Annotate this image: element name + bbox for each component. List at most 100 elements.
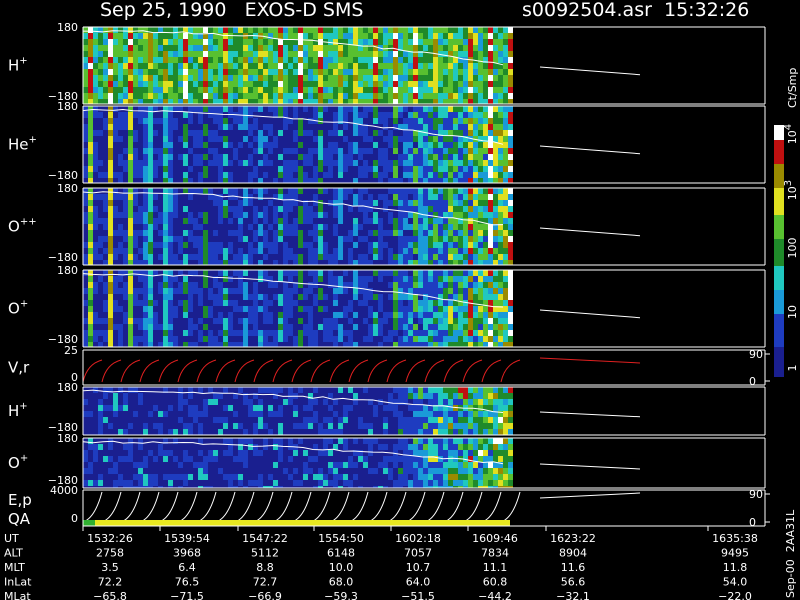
spectrogram-cell	[398, 282, 403, 288]
spectrogram-cell	[273, 99, 278, 104]
spectrogram-cell	[383, 224, 388, 230]
spectrogram-cell	[363, 99, 368, 104]
spectrogram-cell	[238, 93, 243, 99]
spectrogram-cell	[358, 118, 363, 124]
spectrogram-cell	[128, 27, 133, 33]
spectrogram-cell	[203, 99, 208, 104]
spectrogram-cell	[88, 75, 93, 81]
spectrogram-cell	[418, 194, 423, 200]
spectrogram-cell	[273, 236, 278, 242]
spectrogram-cell	[218, 118, 223, 124]
spectrogram-cell	[358, 276, 363, 282]
spectrogram-cell	[213, 45, 218, 51]
spectrogram-cell	[223, 118, 228, 124]
spectrogram-cell	[283, 87, 288, 93]
spectrogram-cell	[293, 306, 298, 312]
spectrogram-cell	[338, 27, 343, 33]
spectrogram-cell	[268, 248, 273, 254]
spectrogram-cell	[253, 142, 258, 148]
spectrogram-cell	[483, 142, 488, 148]
spectrogram-cell	[248, 387, 253, 393]
spectrogram-cell	[188, 69, 193, 75]
spectrogram-cell	[508, 130, 513, 136]
spectrogram-cell	[388, 148, 393, 154]
spectrogram-cell	[358, 166, 363, 172]
spectrogram-cell	[448, 118, 453, 124]
spectrogram-cell	[218, 270, 223, 276]
spectrogram-cell	[298, 342, 303, 347]
spectrogram-cell	[388, 87, 393, 93]
spectrogram-cell	[218, 75, 223, 81]
spectrogram-cell	[433, 106, 438, 112]
spectrogram-cell	[503, 51, 508, 57]
spectrogram-cell	[153, 242, 158, 248]
spectrogram-cell	[368, 188, 373, 194]
spectrogram-cell	[158, 282, 163, 288]
spectrogram-cell	[143, 33, 148, 39]
spectrogram-cell	[398, 51, 403, 57]
spectrogram-cell	[288, 236, 293, 242]
spectrogram-cell	[288, 411, 293, 417]
spectrogram-cell	[163, 411, 168, 417]
spectrogram-cell	[453, 188, 458, 194]
spectrogram-cell	[473, 200, 478, 206]
spectrogram-cell	[238, 429, 243, 435]
spectrogram-cell	[193, 45, 198, 51]
spectrogram-cell	[98, 242, 103, 248]
spectrogram-cell	[253, 81, 258, 87]
spectrogram-cell	[93, 270, 98, 276]
spectrogram-cell	[173, 218, 178, 224]
spectrogram-cell	[208, 387, 213, 393]
spectrogram-cell	[428, 212, 433, 218]
spectrogram-cell	[328, 342, 333, 347]
spectrogram-cell	[318, 142, 323, 148]
spectrogram-cell	[143, 87, 148, 93]
spectrogram-cell	[148, 306, 153, 312]
spectrogram-cell	[503, 330, 508, 336]
spectrogram-cell	[328, 166, 333, 172]
spectrogram-cell	[468, 136, 473, 142]
spectrogram-cell	[278, 27, 283, 33]
spectrogram-cell	[218, 429, 223, 435]
spectrogram-cell	[243, 87, 248, 93]
spectrogram-cell	[478, 172, 483, 178]
y-tick-label: 180	[57, 100, 78, 113]
spectrogram-cell	[368, 166, 373, 172]
spectrogram-cell	[98, 312, 103, 318]
spectrogram-cell	[98, 39, 103, 45]
spectrogram-cell	[168, 236, 173, 242]
spectrogram-cell	[123, 160, 128, 166]
spectrogram-cell	[223, 300, 228, 306]
spectrogram-cell	[233, 124, 238, 130]
spectrogram-cell	[83, 81, 88, 87]
spectrogram-cell	[128, 429, 133, 435]
spectrogram-cell	[418, 166, 423, 172]
spectrogram-cell	[228, 142, 233, 148]
spectrogram-cell	[178, 336, 183, 342]
spectrogram-cell	[163, 236, 168, 242]
spectrogram-cell	[448, 212, 453, 218]
spectrogram-cell	[483, 188, 488, 194]
spectrogram-cell	[163, 330, 168, 336]
spectrogram-cell	[128, 154, 133, 160]
spectrogram-cell	[328, 212, 333, 218]
spectrogram-cell	[353, 93, 358, 99]
spectrogram-cell	[208, 57, 213, 63]
spectrogram-cell	[353, 206, 358, 212]
spectrogram-cell	[288, 33, 293, 39]
spectrogram-cell	[488, 260, 493, 265]
spectrogram-cell	[478, 166, 483, 172]
spectrogram-cell	[338, 318, 343, 324]
spectrogram-cell	[488, 69, 493, 75]
spectrogram-cell	[278, 136, 283, 142]
spectrogram-cell	[268, 45, 273, 51]
spectrogram-cell	[453, 206, 458, 212]
spectrogram-cell	[428, 254, 433, 260]
spectrogram-cell	[418, 300, 423, 306]
spectrogram-cell	[178, 417, 183, 423]
spectrogram-cell	[453, 324, 458, 330]
spectrogram-cell	[88, 112, 93, 118]
spectrogram-cell	[238, 387, 243, 393]
spectrogram-cell	[398, 254, 403, 260]
spectrogram-cell	[248, 172, 253, 178]
